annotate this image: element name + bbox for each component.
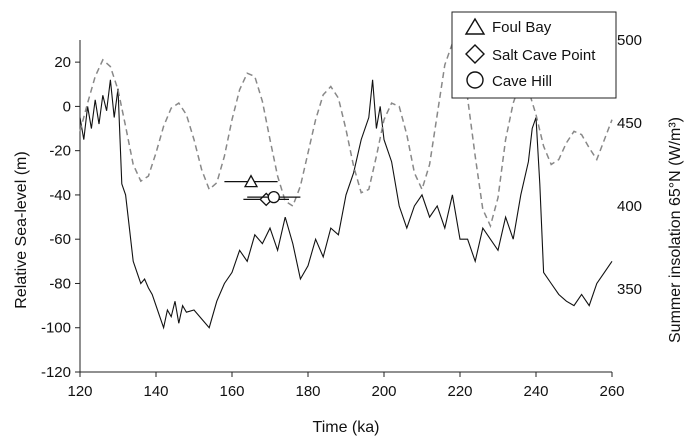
- y-tick-label: -100: [41, 320, 71, 337]
- y2-tick-label: 350: [617, 281, 642, 298]
- y-tick-label: -80: [49, 275, 71, 292]
- x-tick-label: 240: [523, 383, 548, 400]
- x-tick-label: 220: [447, 383, 472, 400]
- y2-tick-label: 450: [617, 115, 642, 132]
- points-layer: [224, 174, 301, 207]
- y2-tick-label: 500: [617, 32, 642, 49]
- x-tick-label: 120: [67, 383, 92, 400]
- y-tick-label: 0: [63, 98, 71, 115]
- legend-circle-icon: [466, 71, 484, 89]
- y2-tick-label: 400: [617, 198, 642, 215]
- y-tick-label: 20: [54, 54, 71, 71]
- y-tick-label: -40: [49, 187, 71, 204]
- x-tick-label: 200: [371, 383, 396, 400]
- legend-triangle-icon: [464, 17, 486, 35]
- x-tick-label: 260: [599, 383, 624, 400]
- legend-cave-hill: Cave Hill: [492, 73, 552, 90]
- legend-foul-bay: Foul Bay: [492, 19, 552, 36]
- plot-area: [79, 40, 612, 373]
- y-tick-label: -60: [49, 231, 71, 248]
- x-tick-label: 160: [219, 383, 244, 400]
- series-layer: [79, 41, 613, 330]
- point-cave-hill: [267, 190, 280, 204]
- sea-level-line: [79, 79, 613, 330]
- y2-axis-title: Summer insolation 65°N (W/m³): [667, 117, 684, 343]
- x-tick-label: 180: [295, 383, 320, 400]
- legend-diamond-icon: [465, 44, 485, 64]
- x-axis-title: Time (ka): [313, 419, 380, 436]
- legend: Foul Bay Salt Cave Point Cave Hill: [451, 11, 617, 99]
- point-foul-bay: [243, 174, 259, 188]
- y-axis-title: Relative Sea-level (m): [13, 151, 30, 308]
- ticks-layer: 120 140 160 180 200 220 240 260200-20-40-60-80-…: [41, 32, 642, 400]
- y-tick-label: -120: [41, 364, 71, 381]
- legend-salt-cave-point: Salt Cave Point: [492, 47, 596, 64]
- x-tick-label: 140: [143, 383, 168, 400]
- y-tick-label: -20: [49, 143, 71, 160]
